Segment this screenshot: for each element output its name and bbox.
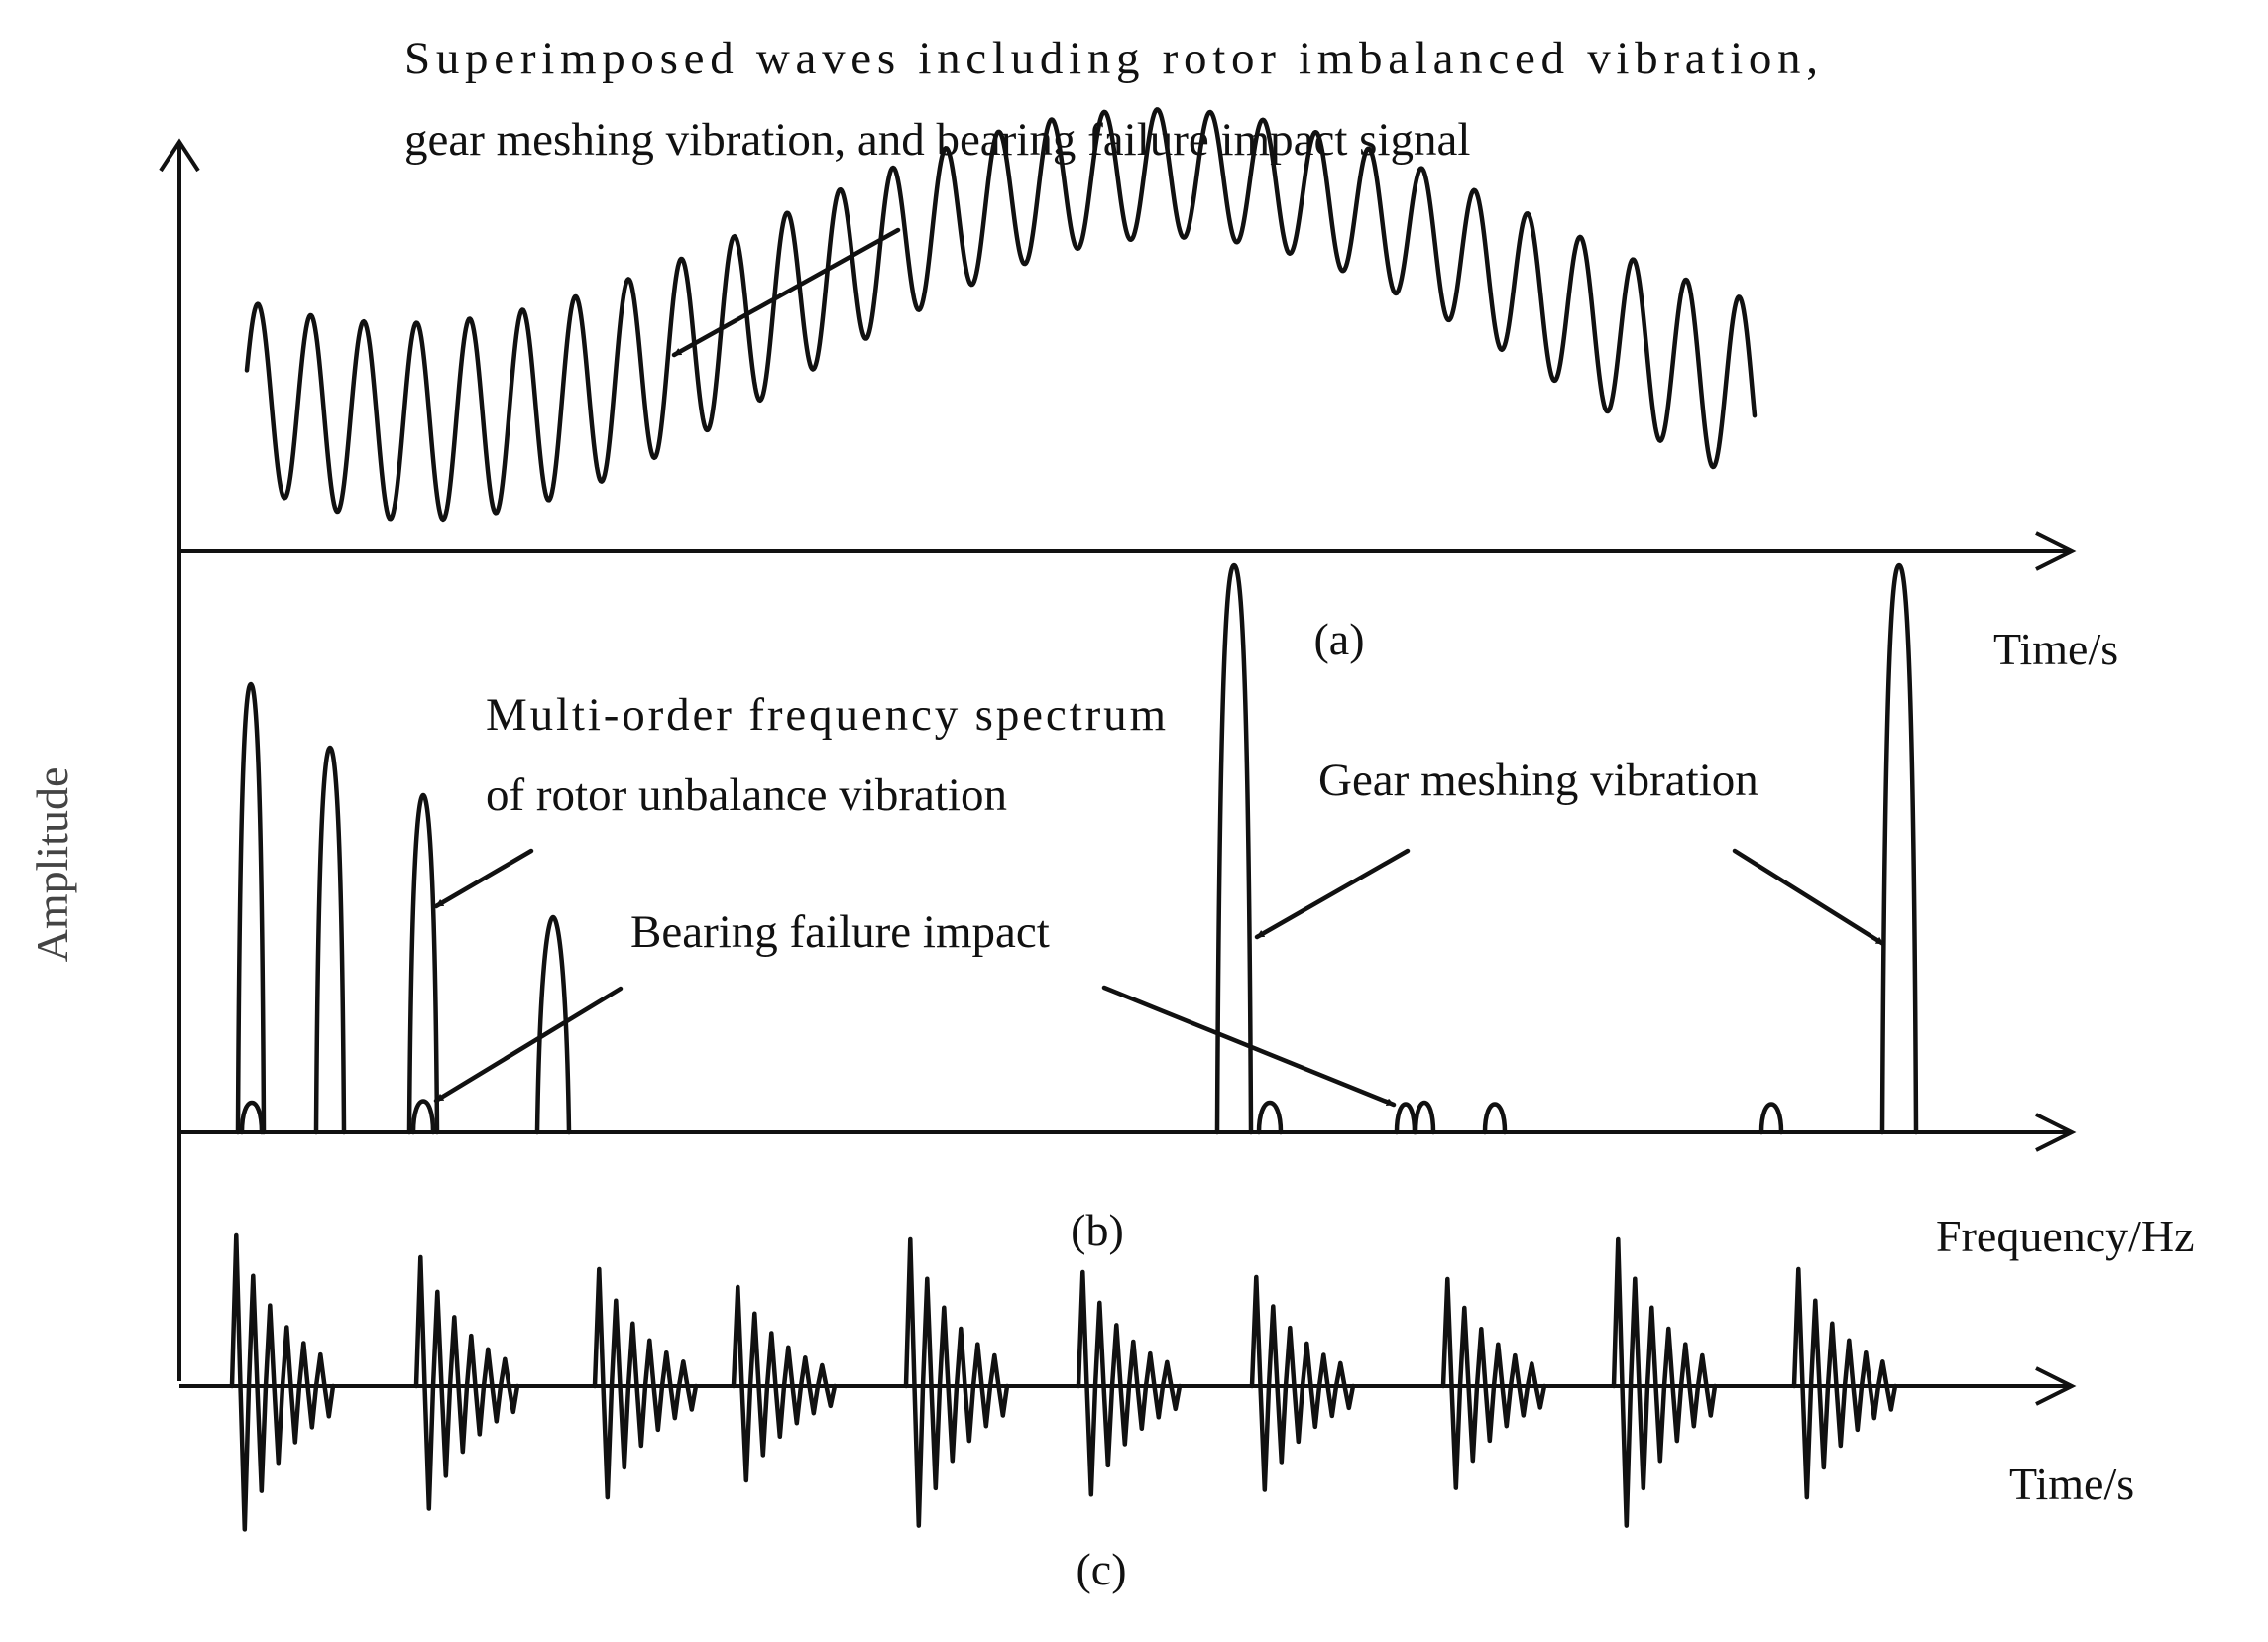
- impact-burst: [229, 1232, 336, 1532]
- impact-burst: [592, 1266, 699, 1500]
- frequency-spectrum: [235, 562, 1919, 1135]
- annotation-superimposed-line1: Superimposed waves including rotor imbal…: [404, 33, 1818, 84]
- impact-burst: [1249, 1274, 1356, 1492]
- panel-a-x-axis-label: Time/s: [1993, 624, 2118, 674]
- bearing-bump: [1394, 1102, 1418, 1135]
- impact-burst: [731, 1284, 838, 1483]
- y-axis-title: Amplitude: [27, 767, 77, 963]
- time-axis-a-arrowhead: [2035, 531, 2077, 571]
- impact-burst: [1076, 1269, 1183, 1497]
- rotor-order-2-peak: [313, 745, 347, 1135]
- annotation-arrows: [433, 227, 1886, 1108]
- bearing-bump: [1413, 1100, 1436, 1135]
- impact-burst: [1791, 1266, 1898, 1500]
- vertical-axis-arrowhead: [159, 138, 200, 173]
- bearing-bump: [410, 1099, 436, 1135]
- time-axis-c-arrowhead: [2035, 1366, 2077, 1406]
- gear-meshing-peak-1: [1214, 562, 1254, 1135]
- arrow-rotor-spectrum: [433, 848, 534, 909]
- annotation-rotor-line2: of rotor unbalance vibration: [486, 769, 1007, 821]
- rotor-order-3-peak: [406, 792, 440, 1135]
- bearing-bump: [1256, 1100, 1284, 1135]
- arrow-gear-left: [1254, 848, 1411, 940]
- panel-a-caption: (a): [1313, 614, 1364, 664]
- impact-burst: [1611, 1236, 1718, 1528]
- arrow-gear-right: [1732, 848, 1886, 947]
- rotor-order-4-peak: [534, 914, 572, 1135]
- superimposed-waveform: [244, 107, 1758, 523]
- arrow-bearing-high: [1101, 985, 1397, 1108]
- arrow-superimposed: [671, 227, 901, 358]
- bearing-impact-bursts: [229, 1232, 1898, 1532]
- panel-b-x-axis-label: Frequency/Hz: [1936, 1211, 2195, 1261]
- axes: [159, 138, 2077, 1406]
- frequency-axis-b-arrowhead: [2035, 1113, 2077, 1152]
- rotor-order-1-peak: [235, 681, 267, 1135]
- panel-c-x-axis-label: Time/s: [2009, 1459, 2134, 1509]
- bearing-bump: [1758, 1102, 1784, 1135]
- annotation-gear: Gear meshing vibration: [1318, 755, 1758, 806]
- bearing-bump: [1482, 1102, 1508, 1135]
- annotation-rotor-line1: Multi-order frequency spectrum: [486, 689, 1166, 741]
- annotation-bearing: Bearing failure impact: [630, 906, 1050, 958]
- panel-c-caption: (c): [1076, 1544, 1126, 1594]
- impact-burst: [1440, 1276, 1547, 1490]
- annotation-superimposed-line2: gear meshing vibration, and bearing fail…: [404, 114, 1470, 166]
- impact-burst: [903, 1236, 1010, 1528]
- gear-meshing-peak-2: [1879, 562, 1919, 1135]
- arrow-bearing-low: [433, 986, 624, 1104]
- panel-b-caption: (b): [1071, 1205, 1124, 1255]
- bearing-bump: [239, 1100, 265, 1135]
- impact-burst: [413, 1254, 520, 1511]
